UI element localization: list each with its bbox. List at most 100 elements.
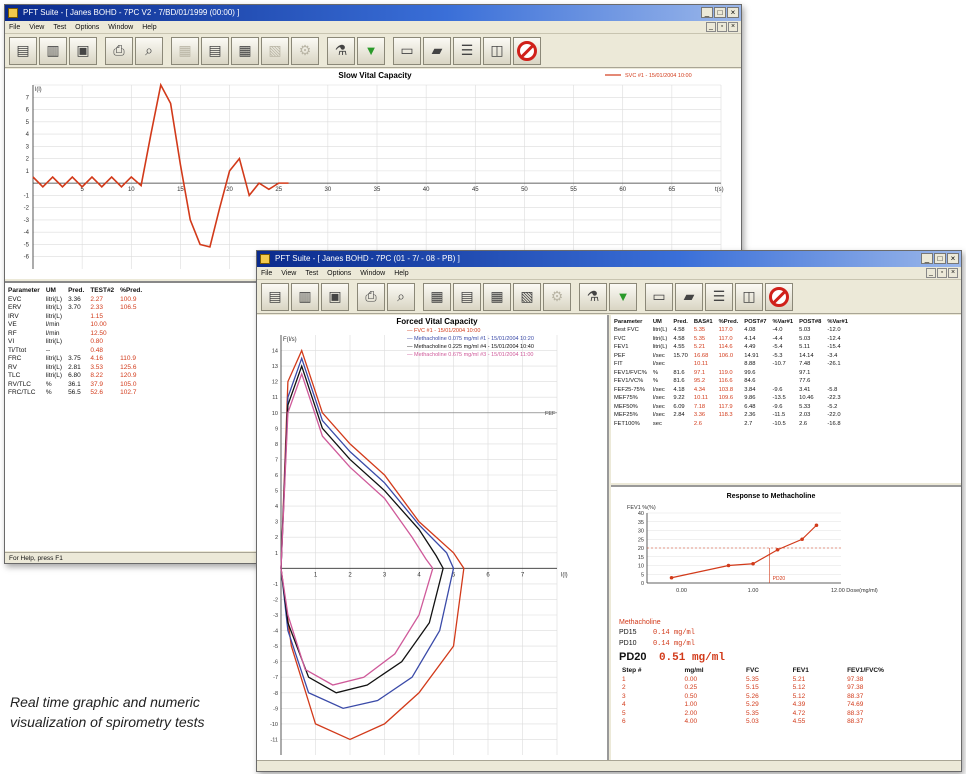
mch-data-point <box>751 561 755 566</box>
table-cell: -13.5 <box>772 395 786 402</box>
cascade-icon-button[interactable]: ▰ <box>423 36 451 65</box>
mvv-test-icon-button[interactable]: ▦ <box>231 36 259 65</box>
mdi-restore-button[interactable]: ▫ <box>717 22 727 32</box>
table-cell: l/sec <box>652 395 665 402</box>
bronchial-test-icon-button[interactable]: ▧ <box>261 36 289 65</box>
table-row: 3 0.50 5.26 5.12 88.37 <box>619 692 949 701</box>
table-cell: 5.35 <box>693 335 706 342</box>
fvc-y-tick-label: -7 <box>273 675 278 681</box>
column-header: FVC <box>746 667 760 674</box>
menu-window[interactable]: Window <box>108 24 134 31</box>
open-test-icon-button[interactable]: ▣ <box>321 282 349 311</box>
table-cell: 2.6 <box>799 420 808 427</box>
menu-window[interactable]: Window <box>360 270 386 277</box>
fvc-test-icon-button[interactable]: ▦ <box>171 36 199 65</box>
patient-icon-button[interactable]: ▤ <box>9 36 37 65</box>
pd15-label: PD15 <box>619 629 637 636</box>
tile-horizontal-icon-button[interactable]: ☰ <box>705 282 733 311</box>
table-cell <box>65 338 87 347</box>
menu-test[interactable]: Test <box>305 270 319 277</box>
table-cell: l/sec <box>652 403 665 410</box>
mdi-minimize-button[interactable]: _ <box>926 268 936 278</box>
patients-list-icon-button[interactable]: ▥ <box>39 36 67 65</box>
stop-icon-button[interactable] <box>765 282 793 311</box>
table-cell: 0.48 <box>90 346 103 354</box>
table-row: FRC/TLC% 56.5 52.6 102.7 <box>5 389 145 398</box>
svc-y-tick-label: 7 <box>26 95 30 101</box>
menu-view[interactable]: View <box>281 270 297 277</box>
stop-icon-button[interactable] <box>513 36 541 65</box>
column-header: FEV1/FVC% <box>847 667 884 674</box>
filter-icon-button[interactable]: ▼ <box>357 36 385 65</box>
pd10-row: PD10 0.14 mg/ml <box>619 640 949 648</box>
filter-icon-button[interactable]: ▼ <box>609 282 637 311</box>
options-icon-button[interactable]: ⚙ <box>543 282 571 311</box>
patients-list-icon-button[interactable]: ▥ <box>291 282 319 311</box>
svc-x-tick-label: 65 <box>669 187 676 193</box>
tile-vertical-icon-button[interactable]: ◫ <box>483 36 511 65</box>
svc-y-tick-label: 1 <box>26 169 30 175</box>
minimize-button[interactable]: _ <box>921 253 933 264</box>
fvc-x-tick-label: 3 <box>383 572 387 578</box>
table-cell: 109.6 <box>718 395 734 402</box>
mvv-test-icon-button[interactable]: ▦ <box>483 282 511 311</box>
mch-x-tick-label: 1.00 <box>748 588 759 594</box>
calibration-icon-button[interactable]: ⚗ <box>327 36 355 65</box>
view-icon-button[interactable]: ▭ <box>645 282 673 311</box>
menu-options[interactable]: Options <box>327 270 352 277</box>
menu-file[interactable]: File <box>9 24 21 31</box>
table-cell: sec <box>652 420 662 427</box>
fvc-y-tick-label: -1 <box>273 582 278 588</box>
preview-icon-button[interactable]: ⌕ <box>135 36 163 65</box>
table-row: FEV1/FVC%% 81.6 97.1 119.0 99.6 97.1 <box>611 369 851 378</box>
table-cell: 81.6 <box>673 369 685 376</box>
menu-view[interactable]: View <box>29 24 45 31</box>
print-icon-button[interactable]: ⎙ <box>105 36 133 65</box>
table-cell: 3 <box>622 692 626 700</box>
table-cell: -15.4 <box>827 344 841 351</box>
menu-options[interactable]: Options <box>75 24 100 31</box>
minimize-button[interactable]: _ <box>701 7 713 18</box>
table-cell: MEF50% <box>614 403 638 410</box>
patient-icon-button[interactable]: ▤ <box>261 282 289 311</box>
table-cell: 5.21 <box>693 344 706 351</box>
calibration-icon-button[interactable]: ⚗ <box>579 282 607 311</box>
cascade-icon-button[interactable]: ▰ <box>675 282 703 311</box>
mch-y-tick-label: 30 <box>638 529 644 535</box>
options-icon-button[interactable]: ⚙ <box>291 36 319 65</box>
close-button[interactable]: × <box>727 7 739 18</box>
mdi-minimize-button[interactable]: _ <box>706 22 716 32</box>
mdi-restore-button[interactable]: ▫ <box>937 268 947 278</box>
maximize-button[interactable]: □ <box>934 253 946 264</box>
fvc-y-axis-label: F(l/s) <box>283 337 297 343</box>
print-icon-button[interactable]: ⎙ <box>357 282 385 311</box>
table-cell: % <box>45 380 52 388</box>
mch-results: Methacholine PD15 0.14 mg/ml PD10 0.14 m… <box>619 619 949 726</box>
svc-test-icon-button[interactable]: ▤ <box>201 36 229 65</box>
bronchial-test-icon-button[interactable]: ▧ <box>513 282 541 311</box>
menu-test[interactable]: Test <box>53 24 67 31</box>
fvc-y-tick-label: -10 <box>270 722 278 728</box>
table-cell: Ti/Ttot <box>8 346 27 354</box>
menu-help[interactable]: Help <box>394 270 409 277</box>
preview-icon-button[interactable]: ⌕ <box>387 282 415 311</box>
mch-y-tick-label: 25 <box>638 537 644 543</box>
menu-bar: File View Test Options Window Help _ ▫ × <box>5 21 741 34</box>
maximize-button[interactable]: □ <box>714 7 726 18</box>
pd20-value: 0.51 mg/ml <box>658 652 725 664</box>
column-header: POST#7 <box>744 318 767 325</box>
tile-vertical-icon-button[interactable]: ◫ <box>735 282 763 311</box>
view-icon-button[interactable]: ▭ <box>393 36 421 65</box>
open-test-icon-button[interactable]: ▣ <box>69 36 97 65</box>
svc-test-icon-button[interactable]: ▤ <box>453 282 481 311</box>
tile-horizontal-icon-button[interactable]: ☰ <box>453 36 481 65</box>
mdi-close-button[interactable]: × <box>728 22 738 32</box>
table-cell: 15.70 <box>673 352 688 359</box>
mdi-close-button[interactable]: × <box>948 268 958 278</box>
table-cell: 4.55 <box>792 718 806 726</box>
fvc-test-icon-button[interactable]: ▦ <box>423 282 451 311</box>
close-button[interactable]: × <box>947 253 959 264</box>
menu-help[interactable]: Help <box>142 24 157 31</box>
menu-file[interactable]: File <box>261 270 273 277</box>
table-cell: FRC <box>8 355 22 363</box>
